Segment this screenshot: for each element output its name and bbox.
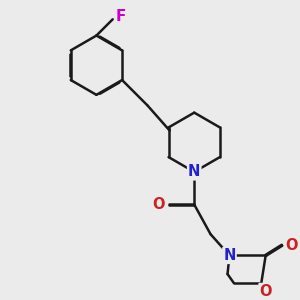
Text: O: O (285, 238, 298, 253)
Text: N: N (223, 248, 236, 263)
Text: O: O (152, 197, 165, 212)
Text: F: F (116, 9, 126, 24)
Text: O: O (260, 284, 272, 299)
Text: N: N (188, 164, 200, 179)
